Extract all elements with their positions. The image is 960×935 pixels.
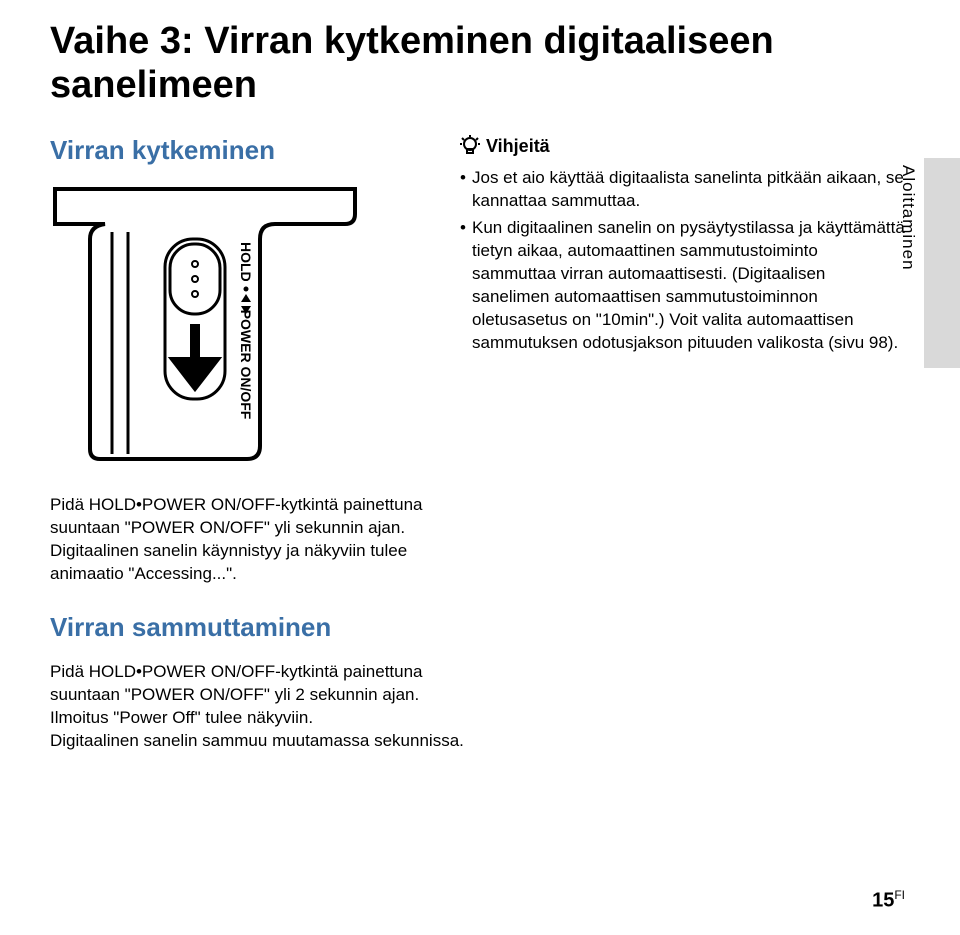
page-number: 15FI [872, 888, 905, 913]
tips-list: Jos et aio käyttää digitaalista sanelint… [460, 167, 905, 355]
power-off-paragraph: Pidä HOLD•POWER ON/OFF-kytkintä painettu… [50, 661, 470, 753]
switch-label: HOLD POWER ON/OFF [238, 242, 254, 420]
two-column-layout: Virran kytkeminen HOLD POWER ON/OFF [50, 135, 905, 464]
power-on-paragraph: Pidä HOLD•POWER ON/OFF-kytkintä painettu… [50, 494, 470, 586]
tips-heading: Vihjeitä [460, 135, 905, 157]
tips-heading-text: Vihjeitä [486, 136, 550, 157]
section-power-off-title: Virran sammuttaminen [50, 612, 905, 643]
section-power-on-title: Virran kytkeminen [50, 135, 430, 166]
lightbulb-icon [460, 135, 480, 157]
side-tab [924, 158, 960, 368]
tip-item: Kun digitaalinen sanelin on pysäytystila… [460, 217, 905, 355]
page-title: Vaihe 3: Virran kytkeminen digitaaliseen… [50, 20, 905, 107]
tip-item: Jos et aio käyttää digitaalista sanelint… [460, 167, 905, 213]
left-column: Virran kytkeminen HOLD POWER ON/OFF [50, 135, 430, 464]
right-column: Vihjeitä Jos et aio käyttää digitaalista… [460, 135, 905, 464]
page-suffix: FI [894, 888, 905, 902]
page-number-value: 15 [872, 890, 894, 912]
device-diagram: HOLD POWER ON/OFF [50, 184, 370, 464]
